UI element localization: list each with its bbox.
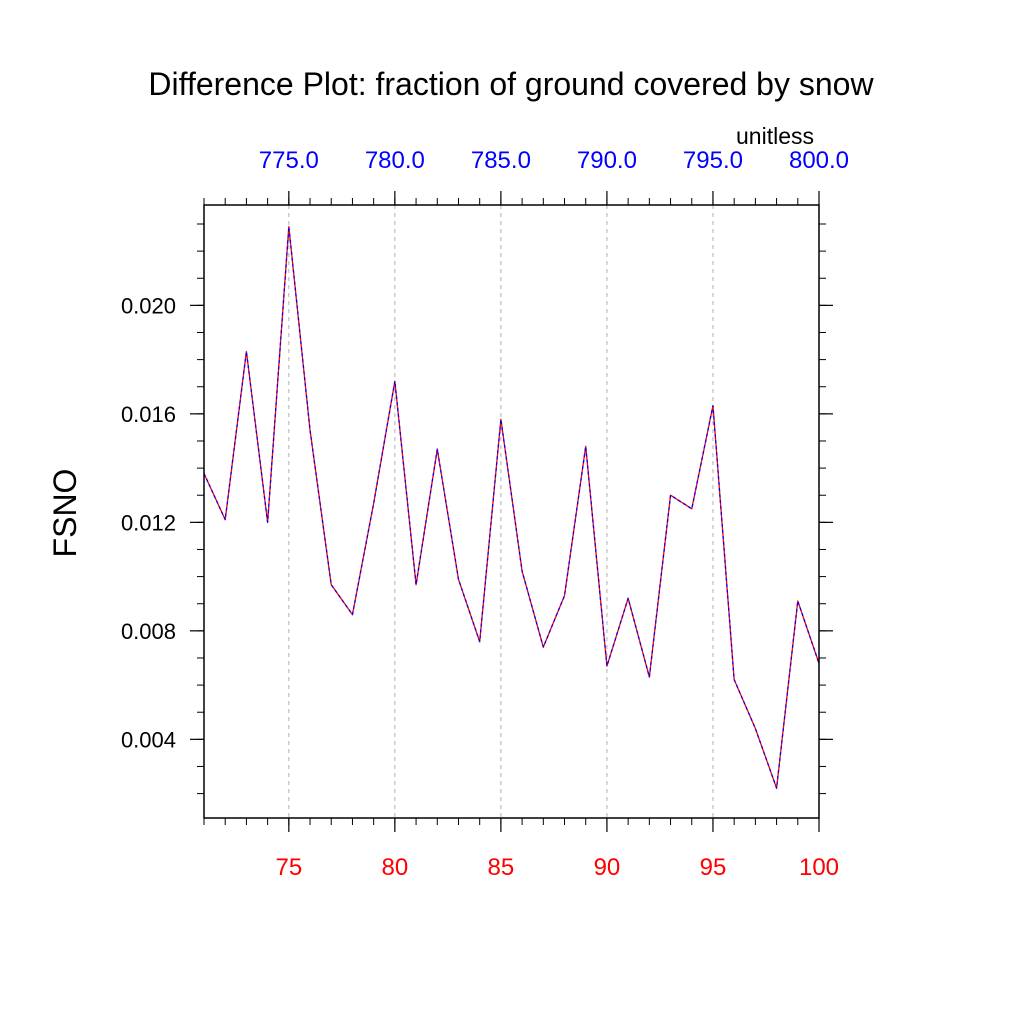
x-tick-label-bottom: 90	[594, 854, 621, 881]
y-tick-label: 0.016	[121, 402, 176, 427]
axis-ticks	[190, 191, 833, 832]
y-axis-label: FSNO	[47, 469, 83, 558]
y-tick-label: 0.012	[121, 510, 176, 535]
chart-title: Difference Plot: fraction of ground cove…	[148, 66, 874, 102]
x-tick-label-top: 775.0	[259, 147, 319, 174]
x-tick-label-bottom: 80	[382, 854, 409, 881]
series-line-1	[203, 226, 820, 789]
plot-frame	[203, 204, 820, 819]
y-tick-label: 0.004	[121, 727, 176, 752]
x-tick-label-top: 790.0	[577, 147, 637, 174]
x-tick-label-bottom: 100	[799, 854, 839, 881]
x-tick-label-top: 795.0	[683, 147, 743, 174]
x-tick-label-bottom: 85	[488, 854, 515, 881]
units-label: unitless	[736, 123, 814, 149]
tick-labels: 75 80 85 90 95 100 775.0 780.0 785.0 790.0 795.0 80…	[121, 147, 849, 881]
x-tick-label-bottom: 95	[700, 854, 727, 881]
y-tick-label: 0.008	[121, 619, 176, 644]
grid-lines	[288, 205, 714, 818]
x-tick-label-top: 785.0	[471, 147, 531, 174]
x-tick-label-bottom: 75	[275, 854, 302, 881]
series-line-2	[203, 226, 820, 789]
x-tick-label-top: 780.0	[365, 147, 425, 174]
series-lines	[203, 226, 820, 789]
y-tick-label: 0.020	[121, 293, 176, 318]
x-tick-label-top: 800.0	[789, 147, 849, 174]
